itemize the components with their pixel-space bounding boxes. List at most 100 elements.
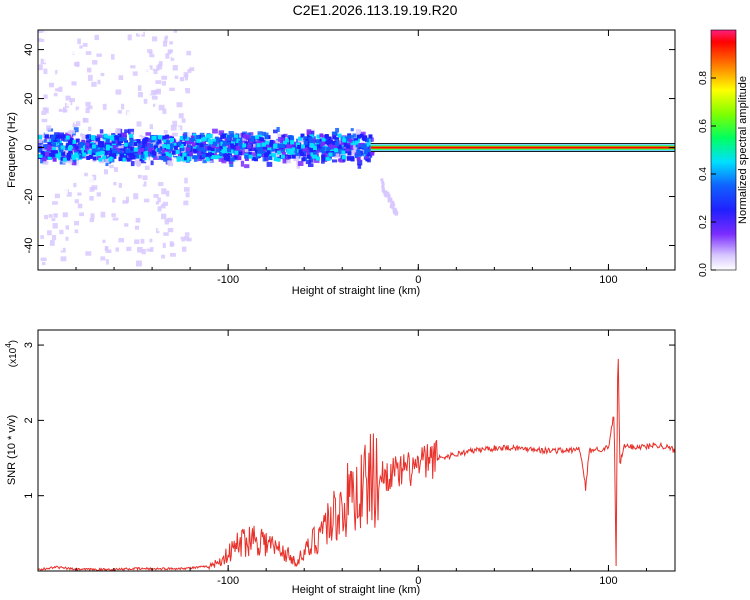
heat-speckle — [89, 129, 96, 134]
heat-speckle — [193, 157, 198, 162]
heat-speckle — [188, 216, 195, 222]
heat-speckle — [369, 137, 374, 142]
spectrogram-xtick-label: 0 — [415, 274, 421, 286]
heat-band — [290, 151, 295, 156]
heat-band — [281, 144, 286, 149]
heat-band — [202, 136, 207, 141]
snr-series-line — [38, 358, 675, 571]
heat-band — [65, 135, 70, 140]
heat-speckle — [116, 240, 121, 244]
heat-band — [205, 134, 210, 139]
heat-band — [133, 142, 138, 147]
heat-band — [328, 144, 333, 149]
heat-speckle — [229, 135, 235, 142]
heat-speckle — [91, 81, 97, 87]
heat-band — [266, 135, 271, 140]
colorbar-tick-label: 0.8 — [698, 71, 709, 85]
heat-speckle — [83, 230, 90, 236]
heat-speckle — [111, 213, 116, 217]
heat-band — [66, 156, 71, 161]
heat-speckle — [179, 77, 185, 82]
heat-speckle — [133, 208, 138, 215]
heat-band — [300, 152, 305, 157]
heat-band — [91, 136, 96, 141]
heat-band — [103, 133, 108, 138]
heat-speckle — [170, 56, 175, 61]
heat-speckle — [175, 64, 182, 70]
heat-band — [211, 143, 216, 148]
heat-speckle — [240, 160, 245, 167]
heat-speckle — [183, 222, 189, 228]
heat-band — [77, 153, 82, 158]
heat-speckle — [71, 81, 77, 86]
spectrogram-xtick-label: 100 — [599, 274, 617, 286]
heat-band — [74, 145, 79, 150]
heat-band — [248, 147, 253, 152]
heat-band — [262, 145, 267, 150]
heat-speckle — [94, 34, 99, 41]
heat-band — [341, 155, 346, 160]
heat-speckle — [162, 201, 169, 206]
heat-band — [247, 144, 252, 149]
heat-speckle — [125, 196, 129, 203]
heat-speckle — [171, 201, 176, 206]
heat-speckle — [38, 38, 45, 42]
heat-speckle — [155, 201, 160, 205]
heat-speckle — [190, 145, 194, 152]
heat-speckle — [169, 41, 174, 45]
heat-band — [345, 144, 350, 149]
heat-speckle — [173, 30, 178, 33]
heat-band — [283, 140, 288, 145]
heat-band — [244, 154, 249, 159]
heat-band — [251, 156, 256, 161]
heat-speckle — [155, 98, 161, 104]
heat-speckle — [118, 144, 124, 149]
heat-speckle — [130, 131, 134, 137]
heat-speckle — [184, 206, 188, 211]
heat-band — [286, 144, 291, 149]
heat-band — [265, 140, 270, 145]
heat-band — [238, 151, 243, 156]
heat-speckle — [92, 260, 97, 265]
heat-speckle — [81, 135, 86, 140]
heat-speckle — [143, 198, 150, 203]
heat-speckle — [60, 201, 66, 207]
heat-band — [191, 142, 196, 147]
heat-speckle — [41, 35, 46, 40]
heat-speckle — [104, 259, 109, 265]
heat-band — [50, 135, 55, 140]
heat-band — [117, 141, 122, 146]
heat-band — [321, 137, 326, 142]
heat-band — [192, 155, 197, 160]
heat-speckle — [85, 101, 91, 107]
heat-band — [117, 133, 122, 138]
heat-band — [183, 156, 188, 161]
heat-band — [332, 135, 337, 140]
heat-speckle — [49, 240, 55, 246]
heat-speckle — [135, 146, 141, 153]
heat-speckle — [53, 92, 58, 97]
heat-speckle — [218, 137, 223, 142]
heat-band — [192, 133, 197, 138]
heat-band — [105, 144, 110, 149]
heat-band — [119, 137, 124, 142]
heat-speckle — [152, 36, 158, 42]
heat-speckle — [167, 156, 172, 161]
heat-speckle — [74, 229, 79, 234]
chart-title: C2E1.2026.113.19.19.R20 — [292, 2, 458, 18]
heat-band — [230, 143, 235, 148]
heat-speckle — [160, 204, 166, 209]
heat-speckle — [44, 214, 49, 220]
snr-xlabel: Height of straight line (km) — [292, 584, 420, 596]
heat-speckle — [136, 33, 141, 37]
heat-speckle — [142, 181, 147, 187]
heat-band — [102, 155, 107, 160]
heat-band — [287, 154, 292, 159]
heat-band — [68, 149, 73, 154]
heat-speckle — [85, 107, 90, 114]
heat-band — [324, 134, 329, 139]
heat-band — [262, 147, 267, 152]
heat-speckle — [146, 255, 150, 261]
heat-speckle — [120, 262, 124, 266]
heat-speckle — [172, 64, 178, 71]
